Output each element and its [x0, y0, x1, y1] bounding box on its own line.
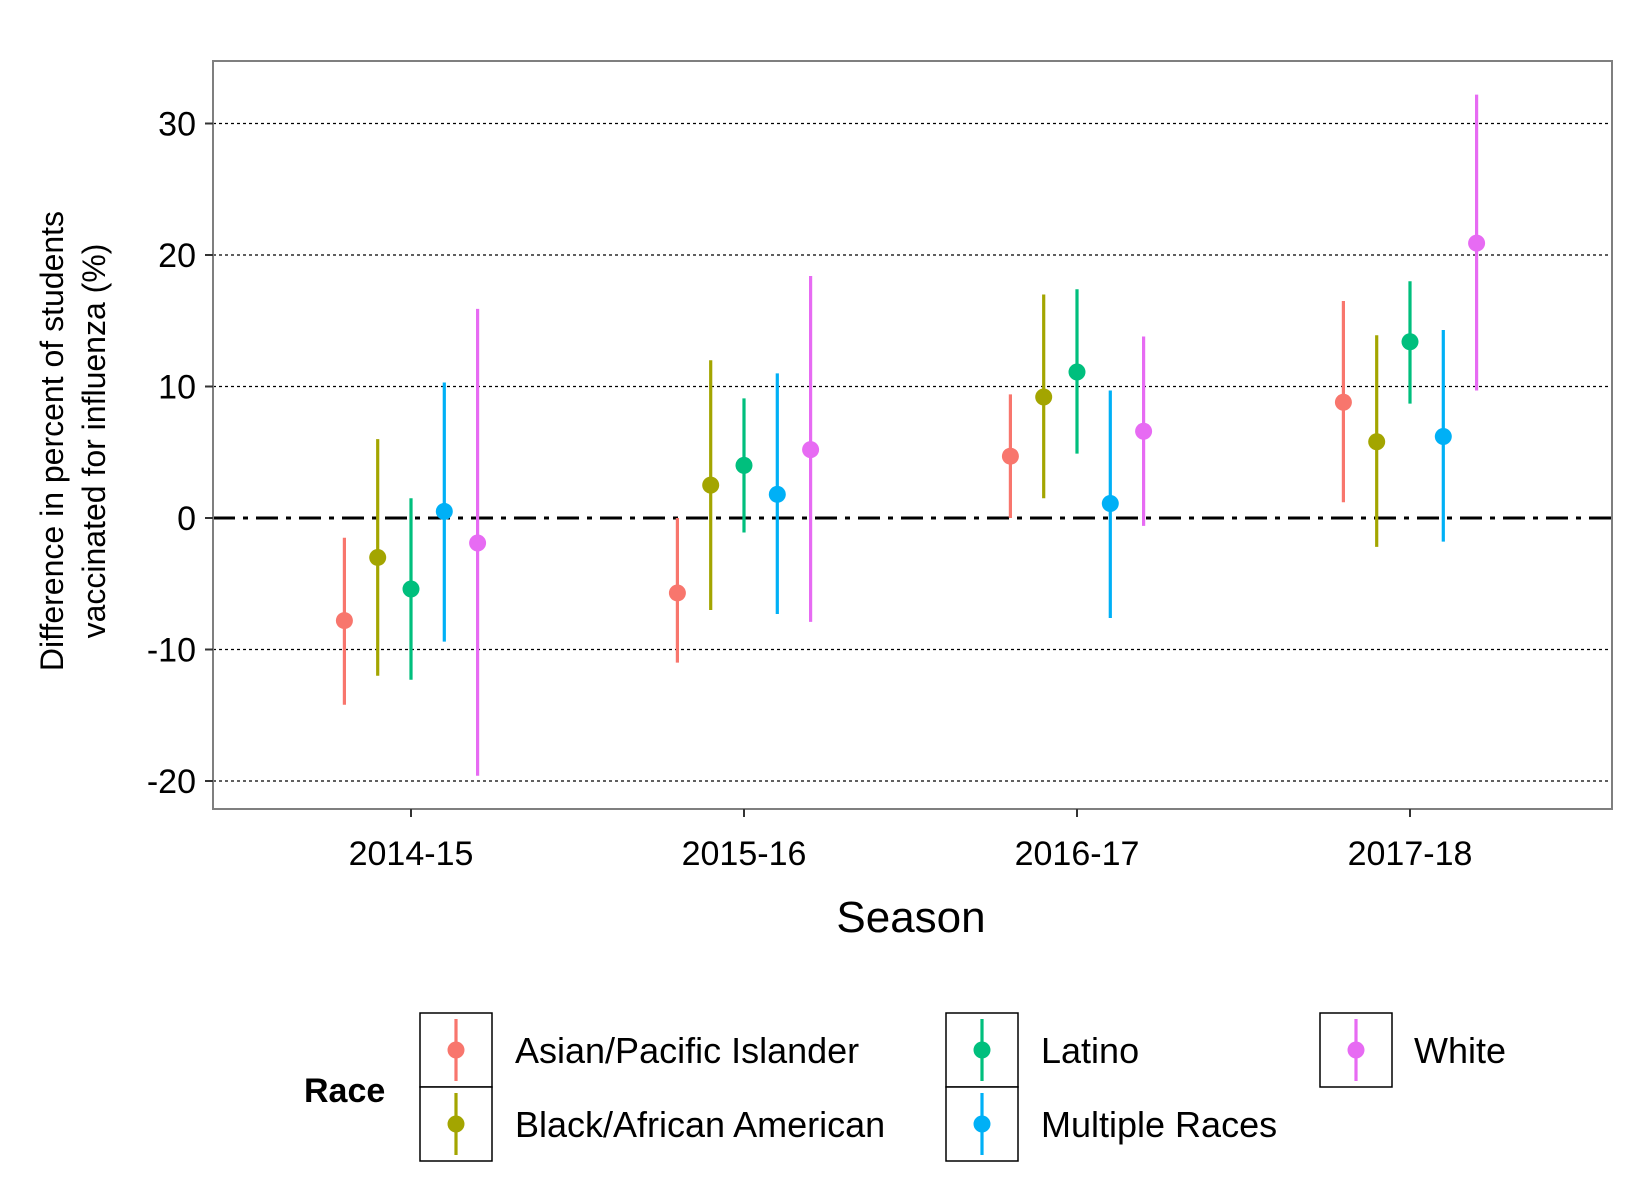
legend-key-point — [447, 1115, 465, 1133]
data-point — [668, 584, 686, 602]
data-point — [1401, 333, 1419, 351]
legend-item: Latino — [945, 1012, 1139, 1088]
x-axis-title: Season — [836, 893, 985, 942]
data-point — [369, 548, 387, 566]
legend-item: Asian/Pacific Islander — [419, 1012, 859, 1088]
x-tick-label: 2014-15 — [349, 835, 474, 873]
legend-items: Asian/Pacific Islander Black/African Amer… — [419, 1012, 1506, 1162]
data-point — [1468, 234, 1486, 252]
data-point — [335, 612, 353, 630]
y-tick-label: 20 — [158, 237, 196, 275]
grid-layer — [213, 122, 1612, 782]
data-point — [1035, 388, 1053, 406]
legend-key-point — [1347, 1041, 1365, 1059]
x-tick-label: 2016-17 — [1015, 835, 1140, 873]
legend-key-point — [447, 1041, 465, 1059]
legend-label: White — [1414, 1030, 1506, 1071]
y-axis: -20 -10 0 10 20 30 — [147, 106, 213, 801]
data-point — [435, 502, 453, 520]
data-point — [1101, 495, 1119, 513]
data-point — [702, 476, 720, 494]
legend-label: Black/African American — [515, 1104, 885, 1145]
y-axis-title: Difference in percent of students vaccin… — [34, 211, 112, 671]
data-point — [1334, 393, 1352, 411]
plot-panel-border — [212, 60, 1613, 810]
y-axis-title-line-2: vaccinated for influenza (%) — [76, 244, 112, 639]
y-tick-label: -10 — [147, 632, 196, 670]
data-point — [768, 485, 786, 503]
data-point — [1434, 427, 1452, 445]
x-axis: 2014-15 2015-16 2016-17 2017-18 — [349, 809, 1473, 873]
data-point — [802, 441, 820, 459]
x-tick-label: 2015-16 — [682, 835, 807, 873]
legend-title: Race — [304, 1072, 385, 1110]
legend-label: Multiple Races — [1041, 1104, 1277, 1145]
data-point — [1001, 447, 1019, 465]
y-tick-label: 0 — [177, 500, 196, 538]
data-point — [469, 534, 487, 552]
y-tick-label: 10 — [158, 369, 196, 407]
data-point — [402, 580, 420, 598]
legend-key-point — [973, 1115, 991, 1133]
legend-item: Black/African American — [419, 1086, 885, 1162]
y-tick-label: 30 — [158, 106, 196, 144]
x-tick-label: 2017-18 — [1348, 835, 1473, 873]
legend-item: White — [1319, 1012, 1506, 1088]
data-layer — [335, 94, 1486, 776]
data-point — [735, 456, 753, 474]
legend-item: Multiple Races — [945, 1086, 1277, 1162]
legend: Race Asian/Pacific Islander Black/African… — [304, 1012, 1506, 1162]
legend-label: Asian/Pacific Islander — [515, 1030, 859, 1071]
legend-label: Latino — [1041, 1030, 1139, 1071]
y-tick-label: -20 — [147, 763, 196, 801]
legend-key-point — [973, 1041, 991, 1059]
data-point — [1068, 363, 1086, 381]
data-point — [1368, 433, 1386, 451]
y-axis-title-line-1: Difference in percent of students — [34, 211, 70, 671]
data-point — [1135, 422, 1153, 440]
